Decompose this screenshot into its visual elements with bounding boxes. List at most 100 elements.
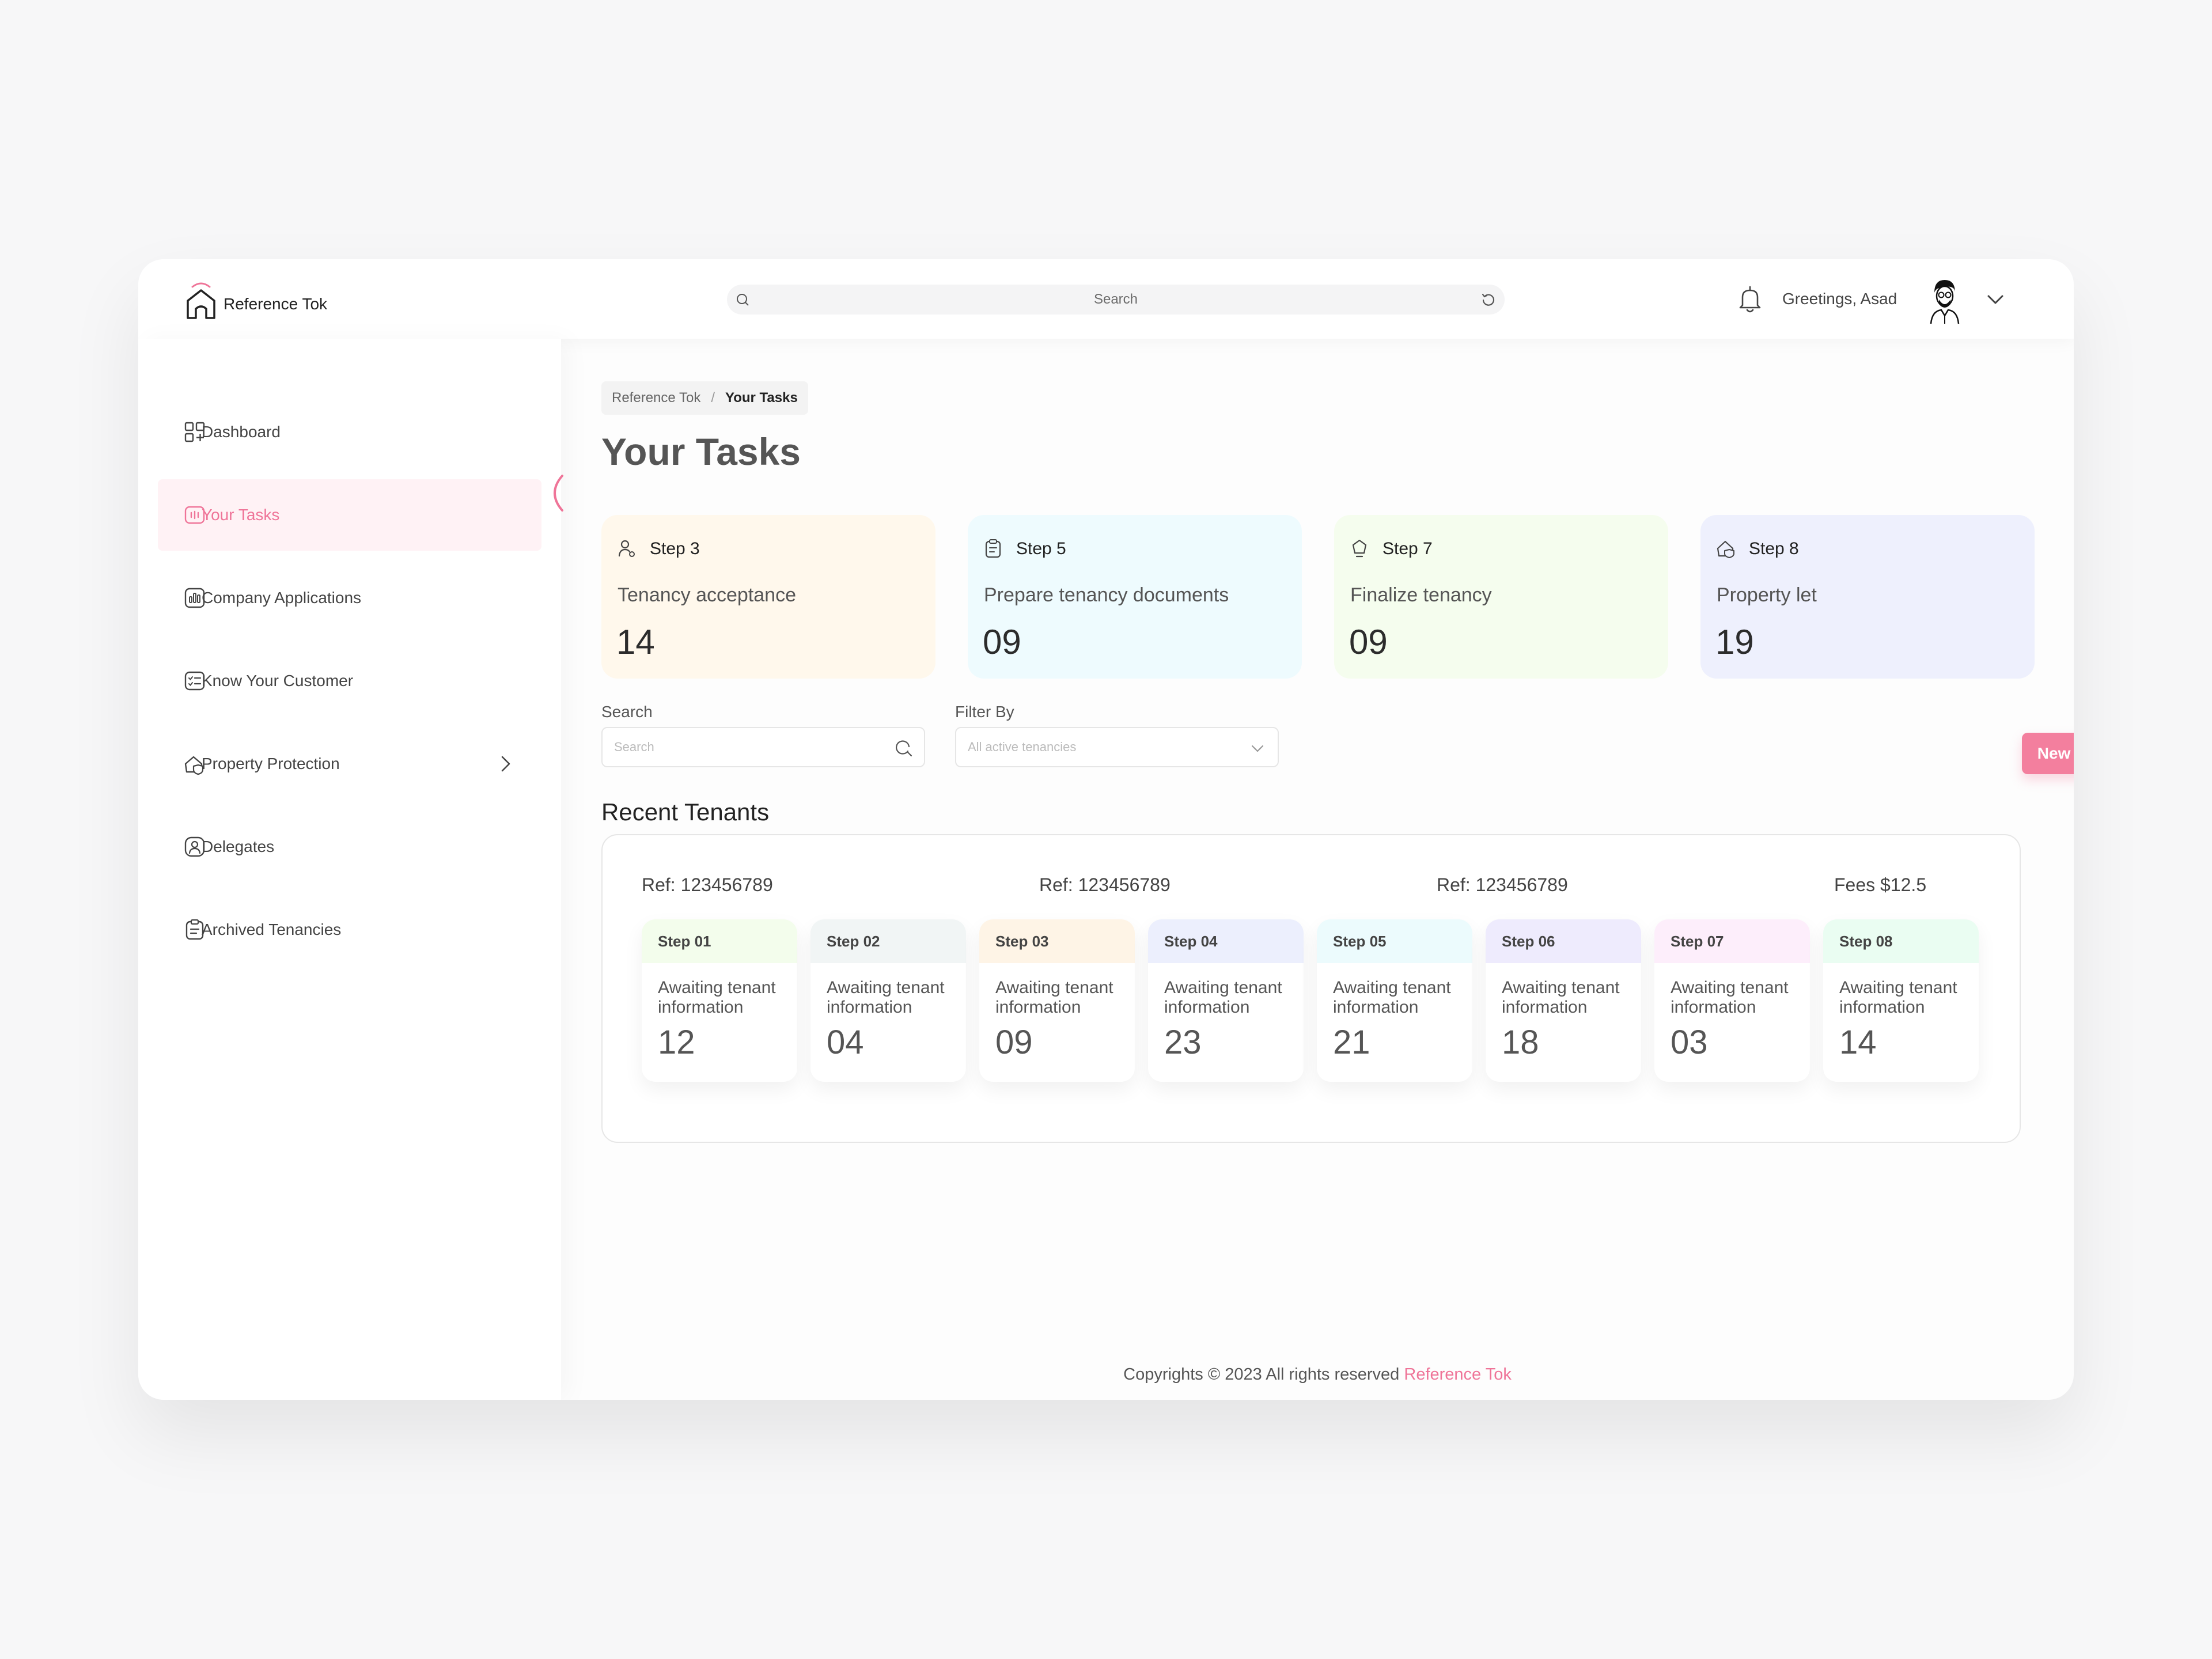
step-card-property-let[interactable]: Step 8 Property let 19	[1700, 515, 2035, 679]
filter-label: Filter By	[955, 703, 1014, 721]
breadcrumb-separator: /	[711, 390, 715, 406]
shield-house-icon	[184, 756, 204, 775]
tenant-ref: Ref: 123456789	[1437, 874, 1568, 895]
step-mini-label: Step 03	[979, 919, 1135, 963]
step-mini-card[interactable]: Step 02 Awaiting tenant information 04	[810, 919, 966, 1082]
sidebar-item-delegates[interactable]: Delegates	[158, 811, 541, 882]
sidebar-item-label: Your Tasks	[202, 506, 280, 524]
sidebar-item-your-tasks[interactable]: Your Tasks	[158, 479, 541, 551]
page-title: Your Tasks	[601, 430, 801, 473]
step-mini-count: 09	[995, 1024, 1033, 1061]
sidebar-item-label: Dashboard	[202, 423, 281, 441]
sidebar-item-label: Company Applications	[202, 589, 362, 607]
step-mini-count: 18	[1502, 1024, 1539, 1061]
copyright-text: Copyrights © 2023 All rights reserved	[1123, 1365, 1404, 1384]
tenant-fees: Fees $12.5	[1834, 874, 1927, 895]
main-content: Reference Tok / Your Tasks Your Tasks St…	[561, 339, 2074, 1400]
chevron-down-icon[interactable]	[1984, 289, 2007, 310]
step-mini-label: Step 06	[1486, 919, 1641, 963]
step-count: 09	[983, 623, 1021, 661]
step-mini-count: 21	[1333, 1024, 1370, 1061]
step-title: Prepare tenancy documents	[984, 584, 1229, 606]
step-mini-text: Awaiting tenant information	[827, 978, 945, 1017]
step-mini-count: 04	[827, 1024, 864, 1061]
step-mini-card[interactable]: Step 08 Awaiting tenant information 14	[1823, 919, 1979, 1082]
breadcrumb: Reference Tok / Your Tasks	[601, 381, 808, 415]
sidebar-item-know-your-customer[interactable]: Know Your Customer	[158, 645, 541, 717]
step-title: Property let	[1717, 584, 1817, 606]
applications-icon	[184, 588, 205, 608]
breadcrumb-root[interactable]: Reference Tok	[612, 390, 701, 406]
chevron-right-icon[interactable]	[495, 753, 515, 774]
global-search-input[interactable]	[727, 285, 1505, 315]
step-label: Step 8	[1749, 539, 1799, 558]
avatar[interactable]	[1922, 275, 1968, 324]
sidebar-collapse-handle[interactable]	[545, 472, 566, 514]
refresh-icon[interactable]	[1480, 291, 1497, 308]
step-mini-text: Awaiting tenant information	[1671, 978, 1789, 1017]
step-mini-label: Step 04	[1148, 919, 1304, 963]
archive-icon	[185, 919, 204, 940]
brand-logo[interactable]: Reference Tok	[183, 278, 327, 323]
step-card-tenancy-acceptance[interactable]: Step 3 Tenancy acceptance 14	[601, 515, 935, 679]
bell-icon[interactable]	[1735, 283, 1765, 316]
sidebar-item-property-protection[interactable]: Property Protection	[158, 728, 541, 800]
step-mini-label: Step 08	[1823, 919, 1979, 963]
top-bar: Reference Tok Greetings, Asad	[138, 259, 2074, 339]
step-mini-card[interactable]: Step 03 Awaiting tenant information 09	[979, 919, 1135, 1082]
step-mini-count: 12	[658, 1024, 695, 1061]
tenancy-search[interactable]	[601, 727, 925, 767]
tenant-ref: Ref: 123456789	[1039, 874, 1171, 895]
breadcrumb-current: Your Tasks	[725, 390, 798, 406]
user-icon	[618, 540, 635, 557]
filter-select[interactable]: All active tenancies	[955, 727, 1279, 767]
sidebar-item-company-applications[interactable]: Company Applications	[158, 562, 541, 634]
house-logo-icon	[187, 282, 215, 319]
tenancy-search-input[interactable]	[614, 740, 879, 755]
step-mini-card[interactable]: Step 07 Awaiting tenant information 03	[1654, 919, 1810, 1082]
step-mini-card[interactable]: Step 06 Awaiting tenant information 18	[1486, 919, 1641, 1082]
sidebar-item-label: Know Your Customer	[202, 672, 354, 690]
step-mini-card[interactable]: Step 05 Awaiting tenant information 21	[1317, 919, 1472, 1082]
brand-name: Reference Tok	[224, 295, 328, 313]
step-mini-text: Awaiting tenant information	[1839, 978, 1957, 1017]
sidebar-item-archived-tenancies[interactable]: Archived Tenancies	[158, 894, 541, 965]
footer-brand-link[interactable]: Reference Tok	[1404, 1365, 1512, 1384]
search-icon	[737, 294, 749, 306]
greeting-text: Greetings, Asad	[1782, 290, 1897, 308]
app-window: Reference Tok Greetings, Asad	[138, 259, 2074, 1400]
step-mini-text: Awaiting tenant information	[1164, 978, 1282, 1017]
global-search[interactable]	[727, 285, 1505, 315]
tasks-icon	[184, 506, 205, 524]
step-title: Finalize tenancy	[1350, 584, 1492, 606]
step-mini-text: Awaiting tenant information	[1502, 978, 1620, 1017]
step-title: Tenancy acceptance	[618, 584, 796, 606]
step-label: Step 3	[650, 539, 700, 558]
step-label: Step 5	[1016, 539, 1066, 558]
step-card-finalize-tenancy[interactable]: Step 7 Finalize tenancy 09	[1334, 515, 1668, 679]
new-tenancy-button[interactable]: New Tenancy +	[2022, 733, 2074, 774]
recent-tenants-panel: Ref: 123456789 Ref: 123456789 Ref: 12345…	[601, 834, 2021, 1143]
sidebar-item-label: Archived Tenancies	[202, 921, 342, 938]
step-mini-card[interactable]: Step 04 Awaiting tenant information 23	[1148, 919, 1304, 1082]
step-mini-label: Step 07	[1654, 919, 1810, 963]
badge-icon	[1352, 539, 1367, 558]
step-mini-card[interactable]: Step 01 Awaiting tenant information 12	[642, 919, 797, 1082]
sidebar: Dashboard Your Tasks Company Application…	[138, 339, 563, 1400]
house-icon	[1717, 540, 1734, 558]
sidebar-item-dashboard[interactable]: Dashboard	[158, 396, 541, 468]
step-count: 19	[1715, 623, 1754, 661]
sidebar-item-label: Property Protection	[202, 755, 340, 772]
step-mini-label: Step 05	[1317, 919, 1472, 963]
sidebar-item-label: Delegates	[202, 838, 275, 855]
step-card-prepare-documents[interactable]: Step 5 Prepare tenancy documents 09	[968, 515, 1302, 679]
step-mini-count: 23	[1164, 1024, 1202, 1061]
step-label: Step 7	[1382, 539, 1433, 558]
new-tenancy-label: New Tenancy	[2037, 744, 2074, 762]
search-icon[interactable]	[894, 738, 914, 758]
footer: Copyrights © 2023 All rights reserved Re…	[561, 1365, 2074, 1384]
step-mini-label: Step 02	[810, 919, 966, 963]
clipboard-icon	[985, 539, 1001, 558]
step-mini-count: 03	[1671, 1024, 1708, 1061]
step-count: 14	[616, 623, 655, 661]
